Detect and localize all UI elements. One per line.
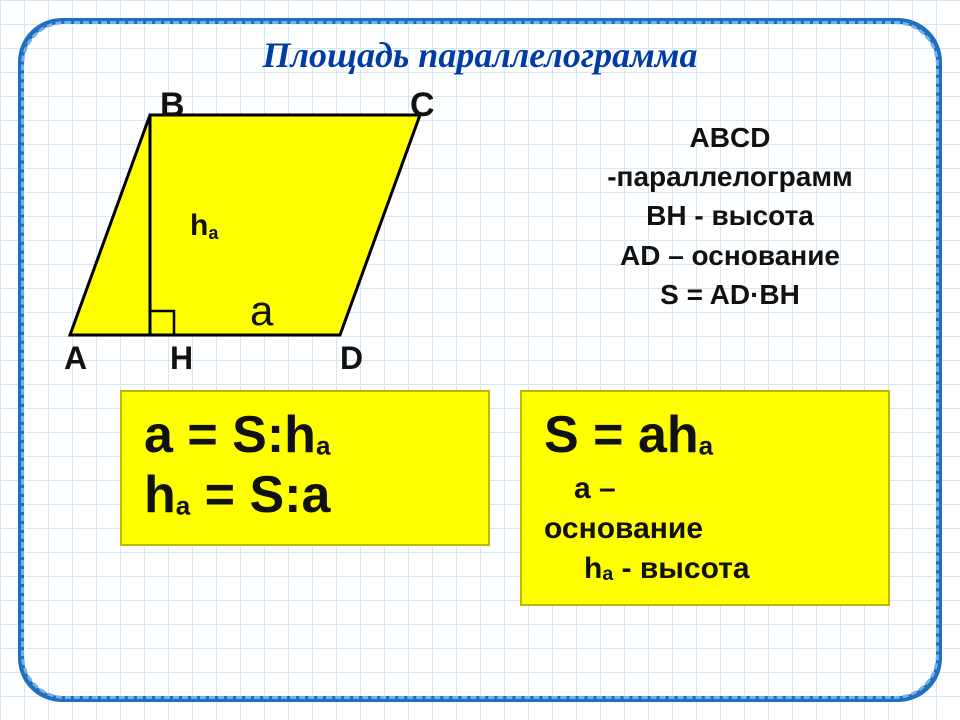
formula-box-1: a = S:ha ha = S:a [120,390,490,546]
parallelogram-shape [70,115,420,335]
vertex-H: H [170,340,193,377]
note-a-1: a – [544,472,866,506]
formula-1: a = S:ha [144,406,466,466]
desc-line-1: ABCD [530,118,930,157]
formula-S: S = aha [544,406,866,466]
vertex-D: D [340,340,363,377]
note-h-right: - высота [613,552,749,585]
note-h-left: h [584,552,602,585]
parallelogram-diagram: ha a [40,85,510,375]
fS-sub: a [699,431,713,461]
desc-line-3: BH - высота [530,196,930,235]
page-title: Площадь параллелограмма [0,34,960,76]
f2-sub: a [176,490,190,520]
vertex-C: C [410,86,435,125]
vertex-A: A [64,340,87,377]
formula-2: ha = S:a [144,466,466,526]
desc-line-5: S = AD·BH [530,275,930,314]
f1-text: a = S:h [144,406,316,464]
base-label: a [250,287,274,334]
formula-box-2: S = aha a – основание ha - высота [520,390,890,606]
fS-text: S = ah [544,406,699,464]
f1-sub: a [316,431,330,461]
desc-line-2: -параллелограмм [530,157,930,196]
f2-left: h [144,466,176,524]
f2-right: = S:a [190,466,330,524]
note-h: ha - высота [544,552,866,586]
note-h-sub: a [602,563,613,585]
desc-line-4: AD – основание [530,236,930,275]
note-a-2: основание [544,512,866,546]
description-block: ABCD -параллелограмм BH - высота AD – ос… [530,118,930,314]
vertex-B: B [160,86,185,125]
